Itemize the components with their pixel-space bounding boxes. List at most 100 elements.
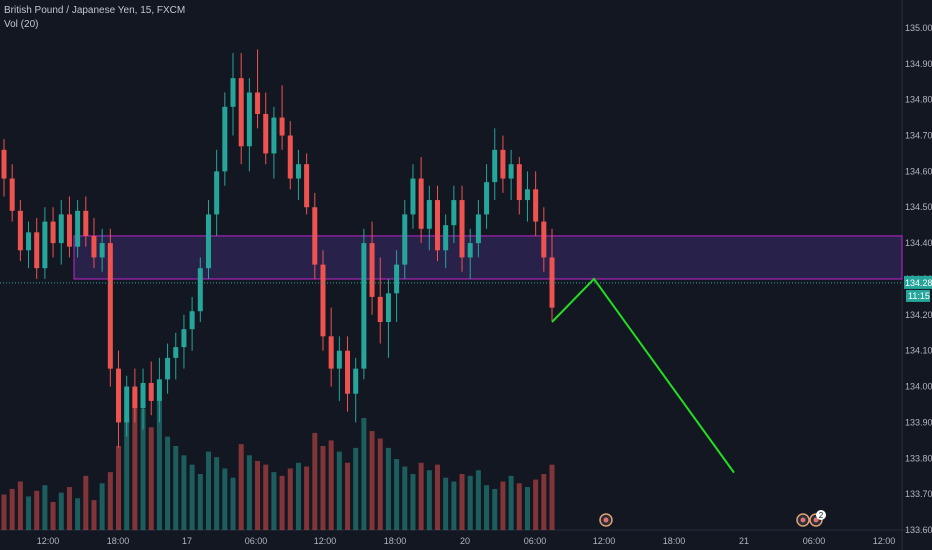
last-price-label: 134.289 [905, 278, 932, 288]
candle-body[interactable] [345, 350, 351, 394]
candle-body[interactable] [467, 243, 473, 258]
candle-body[interactable] [353, 368, 359, 394]
candle-body[interactable] [99, 243, 105, 258]
candle-body[interactable] [214, 171, 220, 215]
candle-body[interactable] [197, 268, 203, 312]
candle-body[interactable] [156, 379, 162, 401]
time-tick-label: 12:00 [873, 536, 896, 546]
candle-body[interactable] [475, 214, 481, 244]
candle-body[interactable] [304, 164, 310, 208]
candle-body[interactable] [34, 232, 40, 269]
candle-body[interactable] [271, 117, 277, 154]
time-tick-label: 06:00 [524, 536, 547, 546]
candle-body[interactable] [533, 189, 539, 222]
candle-body[interactable] [189, 311, 195, 330]
candle-body[interactable] [91, 235, 97, 258]
candle-body[interactable] [238, 78, 244, 147]
candle-body[interactable] [165, 357, 171, 380]
projection-path[interactable] [551, 277, 735, 474]
candle-body[interactable] [83, 210, 89, 236]
candle-body[interactable] [116, 368, 122, 423]
volume-bar [222, 468, 228, 530]
volume-bar [279, 475, 285, 530]
candle-body[interactable] [140, 382, 146, 409]
candle-body[interactable] [385, 293, 391, 322]
candle-body[interactable] [42, 221, 48, 269]
volume-bar [124, 418, 130, 530]
candle-body[interactable] [1, 149, 7, 179]
candle-body[interactable] [58, 214, 64, 244]
candle-body[interactable] [205, 214, 211, 269]
candle-body[interactable] [312, 207, 318, 265]
candle-body[interactable] [459, 200, 465, 258]
candle-body[interactable] [255, 92, 261, 114]
candle-body[interactable] [173, 347, 179, 358]
candle-body[interactable] [369, 243, 375, 297]
candle-body[interactable] [9, 178, 15, 211]
candle-body[interactable] [508, 164, 514, 179]
volume-bar [402, 466, 408, 530]
candle-body[interactable] [66, 214, 72, 247]
candle-body[interactable] [124, 386, 130, 423]
volume-bar [230, 477, 236, 530]
candle-body[interactable] [50, 221, 56, 244]
candle-body[interactable] [320, 264, 326, 337]
price-tick-label: 134.800 [905, 95, 932, 105]
candle-body[interactable] [394, 264, 400, 294]
volume-bar [492, 488, 498, 530]
candle-body[interactable] [181, 329, 187, 348]
candle-body[interactable] [434, 200, 440, 251]
time-tick-label: 21 [739, 536, 749, 546]
volume-bar [426, 470, 432, 530]
candle-body[interactable] [26, 232, 32, 251]
candle-body[interactable] [246, 92, 252, 147]
candle-body[interactable] [402, 214, 408, 265]
candle-body[interactable] [451, 200, 457, 226]
candle-body[interactable] [287, 135, 293, 179]
candle-body[interactable] [230, 78, 236, 107]
price-tick-label: 134.100 [905, 346, 932, 356]
economic-event-icon-dot [800, 517, 806, 523]
candle-body[interactable] [426, 200, 432, 229]
volume-bar [238, 444, 244, 530]
candle-body[interactable] [500, 149, 506, 179]
candle-body[interactable] [295, 164, 301, 179]
candle-body[interactable] [492, 149, 498, 183]
volume-bar [516, 483, 522, 530]
candle-body[interactable] [443, 225, 449, 251]
volume-bar [132, 390, 138, 530]
volume-bar [156, 399, 162, 530]
volume-bar [410, 474, 416, 530]
candle-body[interactable] [222, 106, 228, 172]
resistance-zone[interactable] [73, 235, 903, 280]
candle-body[interactable] [418, 178, 424, 229]
volume-bar [418, 462, 424, 530]
candle-body[interactable] [279, 117, 285, 136]
candle-body[interactable] [148, 382, 154, 401]
candle-body[interactable] [336, 350, 342, 369]
price-tick-label: 134.500 [905, 202, 932, 212]
candle-body[interactable] [263, 114, 269, 154]
candle-body[interactable] [361, 243, 367, 369]
volume-bar [287, 468, 293, 530]
candle-body[interactable] [524, 189, 530, 201]
candle-body[interactable] [132, 386, 138, 409]
candle-body[interactable] [17, 210, 23, 251]
candle-body[interactable] [107, 243, 113, 369]
volume-bar [42, 485, 48, 530]
last-price-badge [904, 275, 932, 289]
candle-body[interactable] [328, 336, 334, 369]
candle-body[interactable] [484, 182, 490, 215]
volume-bar [263, 464, 269, 530]
candle-body[interactable] [410, 178, 416, 215]
volume-bar [451, 481, 457, 530]
candle-body[interactable] [377, 296, 383, 322]
candle-body[interactable] [516, 164, 522, 201]
volume-bar [107, 472, 113, 530]
volume-bar [459, 474, 465, 530]
candle-body[interactable] [75, 210, 81, 247]
candle-body[interactable] [541, 221, 547, 258]
volume-bar [99, 483, 105, 530]
